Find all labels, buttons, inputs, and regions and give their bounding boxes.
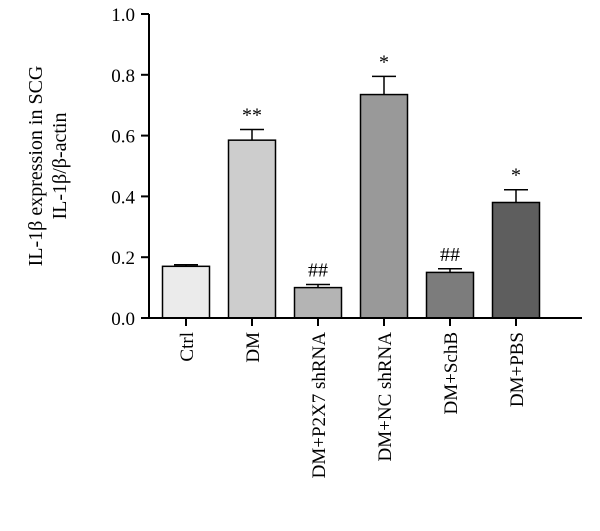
error-bar <box>504 188 528 203</box>
x-tick-label: DM+NC shRNA <box>375 332 396 462</box>
y-tick-label: 1.0 <box>111 5 135 26</box>
x-tick-label: DM <box>243 332 264 363</box>
bar <box>161 265 211 319</box>
error-bar <box>240 128 264 141</box>
error-bar <box>174 264 198 267</box>
significance-mark: ** <box>242 105 262 127</box>
y-axis-label-line2: IL-1β/β-actin <box>49 113 71 220</box>
x-tick-label: Ctrl <box>177 332 198 362</box>
y-tick-label: 0.4 <box>111 187 135 208</box>
significance-mark: * <box>379 51 389 73</box>
significance-mark: * <box>511 165 521 187</box>
error-bar <box>306 283 330 288</box>
bar <box>425 271 475 319</box>
y-tick-label: 0.2 <box>111 248 135 269</box>
significance-mark: ## <box>308 260 328 282</box>
x-tick-label: DM+SchB <box>441 332 462 415</box>
bar <box>293 286 343 319</box>
y-tick-label: 0.6 <box>111 127 135 148</box>
x-tick-label: DM+P2X7 shRNA <box>309 332 330 479</box>
significance-mark: ## <box>440 244 460 266</box>
bars-group <box>161 93 541 319</box>
error-bar <box>438 268 462 273</box>
bar <box>491 201 541 319</box>
x-tick-label: DM+PBS <box>507 332 528 407</box>
y-axis-label: IL-1β expression in SCG IL-1β/β-actin <box>25 66 71 267</box>
y-axis-label-line1: IL-1β expression in SCG <box>25 66 47 267</box>
bar <box>359 93 409 319</box>
error-bars-group <box>174 75 528 288</box>
y-tick-label: 0.8 <box>111 66 135 87</box>
bar <box>227 139 277 319</box>
y-axis: 0.0 0.2 0.4 0.6 0.8 1.0 <box>111 5 150 330</box>
significance-marks-group: ** ## * ## * <box>242 51 521 281</box>
error-bar <box>372 75 396 95</box>
y-tick-label: 0.0 <box>111 309 135 330</box>
x-axis: Ctrl DM DM+P2X7 shRNA DM+NC shRNA DM+SchB DM+… <box>149 317 582 479</box>
